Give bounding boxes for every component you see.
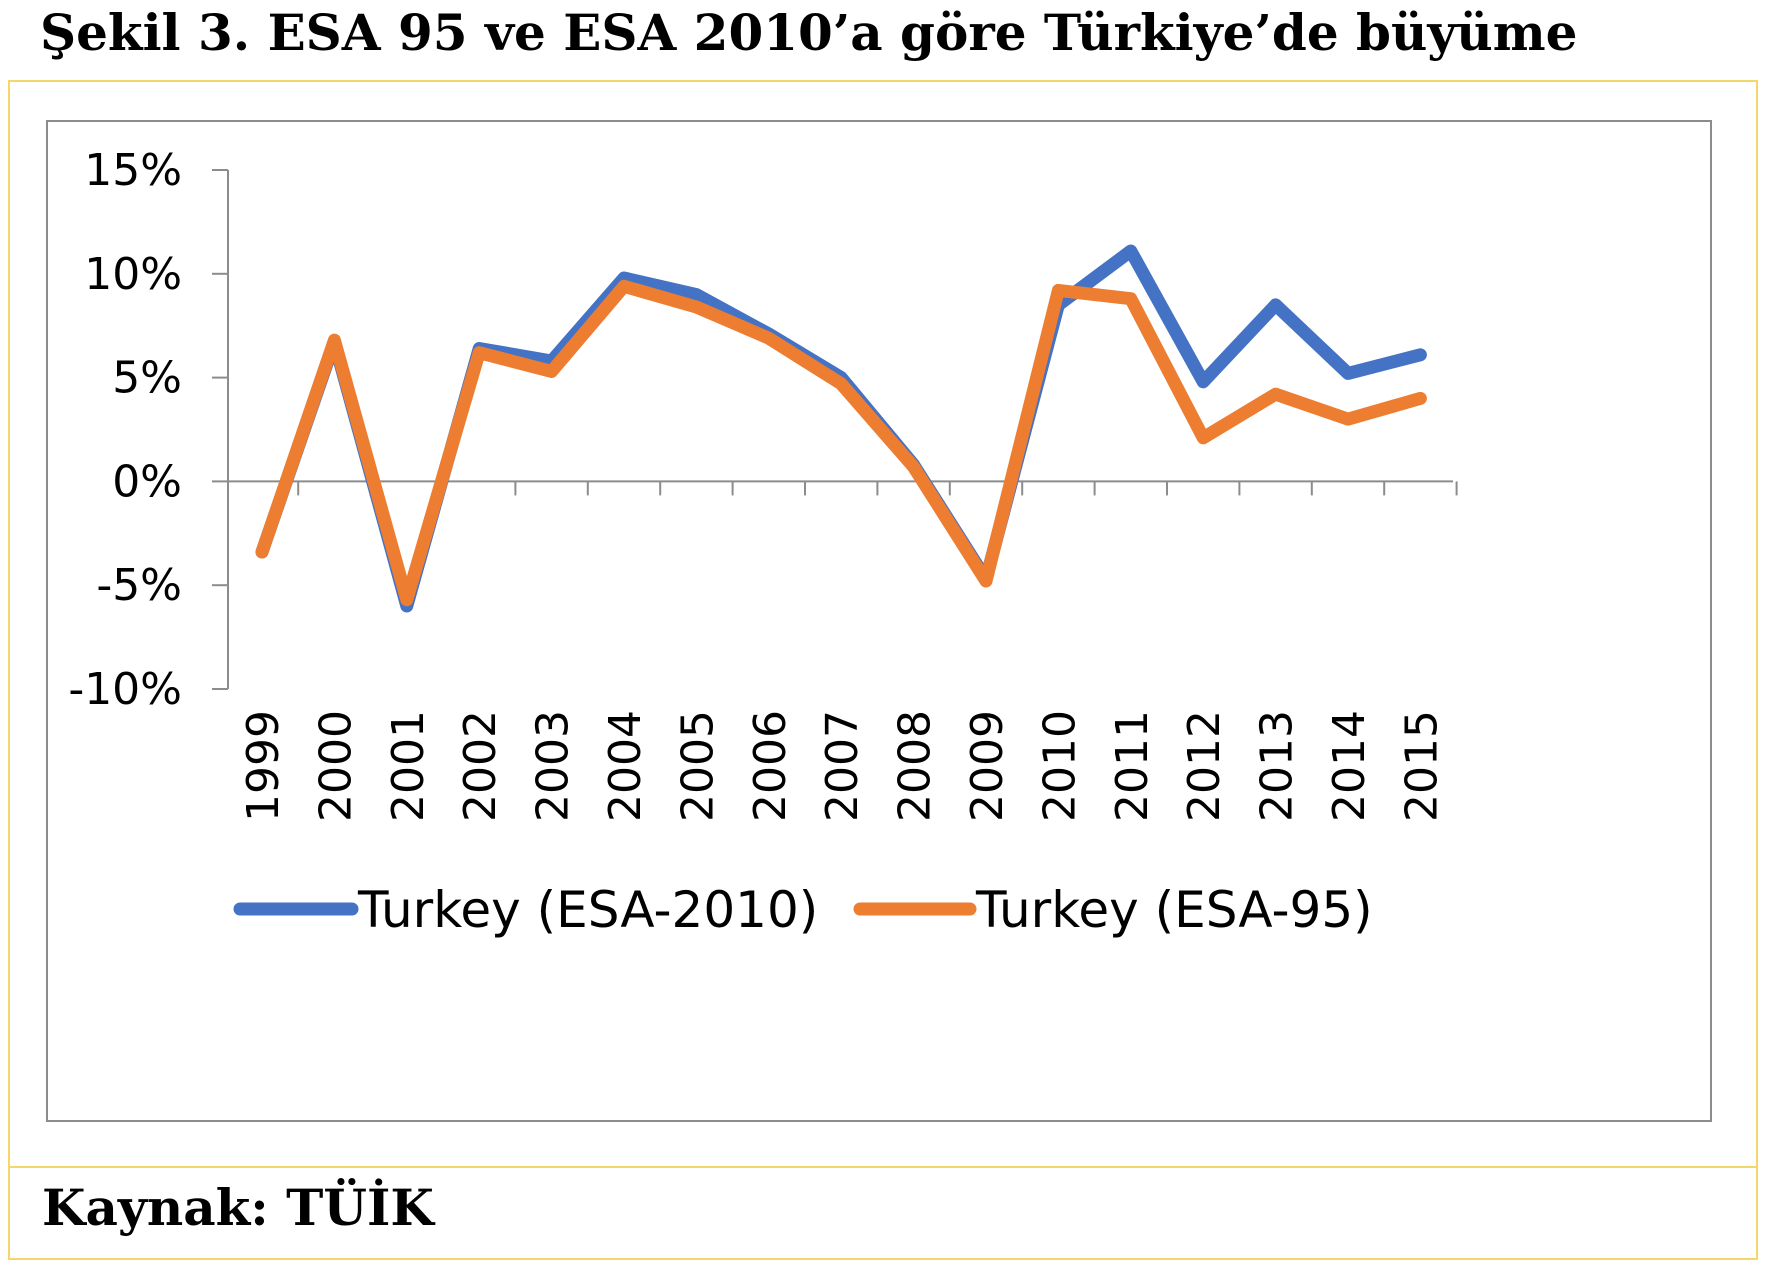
x-tick-label: 2003 (528, 710, 579, 822)
y-tick-label: -5% (96, 560, 182, 611)
figure-frame (8, 80, 1758, 1260)
frame-divider (8, 1166, 1758, 1168)
x-tick-label: 2001 (383, 710, 434, 822)
y-tick-label: 0% (112, 456, 182, 507)
legend-label-esa-2010: Turkey (ESA-2010) (357, 881, 818, 939)
x-tick-label: 2009 (962, 710, 1013, 822)
x-tick-label: 2014 (1324, 710, 1375, 822)
figure-title: Şekil 3. ESA 95 ve ESA 2010’a göre Türki… (40, 3, 1578, 62)
y-tick-label: 15% (84, 145, 182, 196)
y-tick-label: -10% (68, 664, 182, 715)
x-tick-label: 2011 (1107, 710, 1158, 822)
x-tick-label: 2004 (600, 710, 651, 822)
x-tick-label: 2012 (1179, 710, 1230, 822)
series-line-esa-2010 (255, 244, 1427, 613)
chart-legend: Turkey (ESA-2010) Turkey (ESA-95) (233, 881, 1373, 939)
chart-area (46, 120, 1712, 1122)
legend-label-esa-95: Turkey (ESA-95) (975, 881, 1373, 939)
chart-axes: 15% 10% 5% 0% -5% -10% 1999 2000 2001 2002 2003 200… (68, 145, 1458, 822)
x-tick-label: 2015 (1396, 710, 1447, 822)
x-tick-label: 2002 (455, 710, 506, 822)
x-tick-label: 1999 (238, 710, 289, 822)
x-tick-label: 2006 (745, 710, 796, 822)
y-tick-label: 5% (112, 353, 182, 404)
x-tick-label: 2010 (1034, 710, 1085, 822)
chart-series-lines (255, 244, 1427, 613)
x-tick-label: 2007 (817, 710, 868, 822)
x-tick-label: 2000 (310, 710, 361, 822)
y-tick-label: 10% (84, 249, 182, 300)
series-line-esa-95 (255, 279, 1427, 607)
x-tick-label: 2005 (672, 710, 723, 822)
x-tick-label: 2008 (890, 710, 941, 822)
x-tick-label: 2013 (1252, 710, 1303, 822)
source-note: Kaynak: TÜİK (42, 1178, 434, 1237)
